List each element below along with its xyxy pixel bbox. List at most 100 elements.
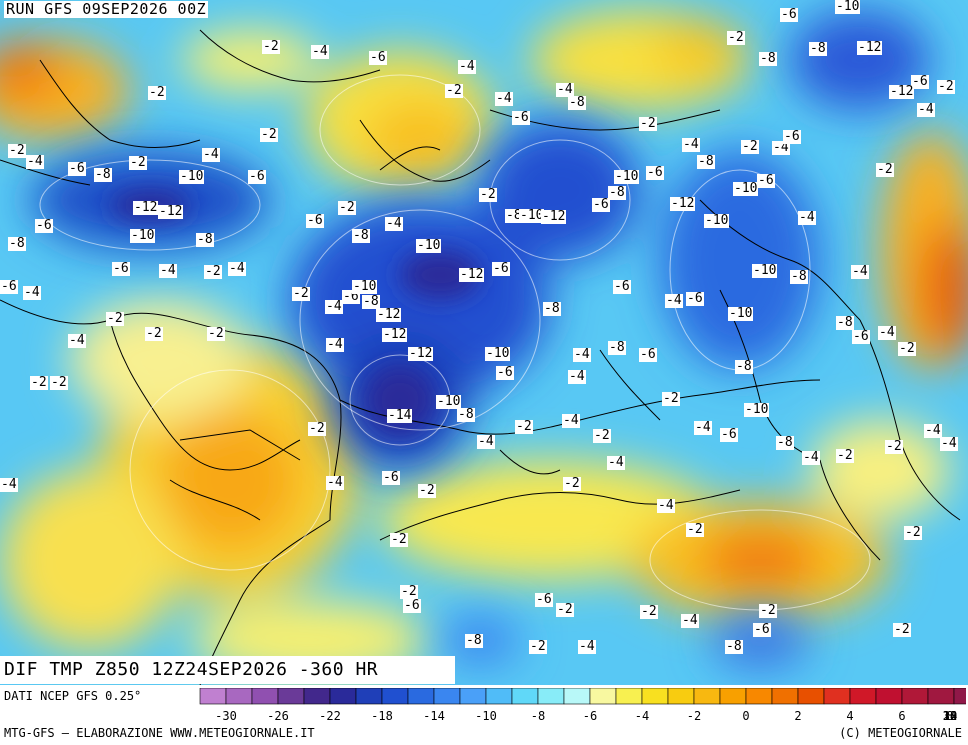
contour-label: -12 xyxy=(541,209,567,224)
colorbar-swatch xyxy=(329,688,357,705)
contour-label: -12 xyxy=(408,346,434,361)
contour-label: -6 xyxy=(783,129,801,144)
colorbar-swatch xyxy=(667,688,695,705)
contour-label: -2 xyxy=(593,428,611,443)
colorbar-tick-label: -6 xyxy=(583,709,597,723)
contour-label: -6 xyxy=(646,165,664,180)
colorbar-swatch xyxy=(459,688,487,705)
contour-label: -2 xyxy=(515,419,533,434)
contour-label: -4 xyxy=(26,154,44,169)
contour-label: -4 xyxy=(568,369,586,384)
contour-label: -10 xyxy=(752,263,778,278)
contour-label: -2 xyxy=(308,421,326,436)
contour-label: -6 xyxy=(35,218,53,233)
contour-label: -4 xyxy=(202,147,220,162)
contour-label: -12 xyxy=(670,196,696,211)
contour-label: -8 xyxy=(543,301,561,316)
colorbar-swatch xyxy=(199,688,227,705)
contour-label: -10 xyxy=(352,279,378,294)
contour-label: -10 xyxy=(436,394,462,409)
contour-label: -2 xyxy=(262,39,280,54)
colorbar-swatch xyxy=(511,688,539,705)
colorbar-swatch xyxy=(901,688,929,705)
contour-label: -8 xyxy=(8,236,26,251)
contour-label: -2 xyxy=(30,375,48,390)
contour-label: -4 xyxy=(325,299,343,314)
contour-label: -2 xyxy=(207,326,225,341)
contour-label: -6 xyxy=(403,598,421,613)
contour-label: -8 xyxy=(697,154,715,169)
contour-label: -2 xyxy=(639,116,657,131)
contour-label: -2 xyxy=(338,200,356,215)
colorbar-tick-label: 22 xyxy=(943,709,957,723)
colorbar-tick-label: -8 xyxy=(531,709,545,723)
contour-label: -4 xyxy=(228,261,246,276)
contour-label: -4 xyxy=(917,102,935,117)
contour-label: -10 xyxy=(416,238,442,253)
colorbar-tick-label: 0 xyxy=(742,709,749,723)
contour-label: -8 xyxy=(809,41,827,56)
contour-label: -6 xyxy=(613,279,631,294)
contour-label: -4 xyxy=(477,434,495,449)
contour-label: -4 xyxy=(573,347,591,362)
contour-label: -6 xyxy=(780,7,798,22)
contour-label: -2 xyxy=(50,375,68,390)
colorbar-swatch xyxy=(797,688,825,705)
contour-label: -10 xyxy=(485,346,511,361)
colorbar-swatch xyxy=(927,688,955,705)
contour-label: -6 xyxy=(382,470,400,485)
colorbar-swatch xyxy=(875,688,903,705)
contour-label: -6 xyxy=(592,197,610,212)
contour-label: -6 xyxy=(757,173,775,188)
contour-label: -6 xyxy=(369,50,387,65)
contour-label: -2 xyxy=(390,532,408,547)
contour-label: -2 xyxy=(836,448,854,463)
footer-copyright: (C) METEOGIORNALE xyxy=(839,726,962,740)
contour-label: -2 xyxy=(106,311,124,326)
contour-label: -2 xyxy=(292,286,310,301)
colorbar-tick-label: 6 xyxy=(898,709,905,723)
colorbar-swatch xyxy=(381,688,409,705)
colorbar-swatch xyxy=(563,688,591,705)
contour-label: -2 xyxy=(662,391,680,406)
contour-label: -12 xyxy=(158,204,184,219)
colorbar-tick-label: 2 xyxy=(794,709,801,723)
contour-label: -6 xyxy=(512,110,530,125)
contour-label: -2 xyxy=(418,483,436,498)
contour-label: -4 xyxy=(772,140,790,155)
colorbar-swatch xyxy=(693,688,721,705)
contour-label: -2 xyxy=(400,584,418,599)
contour-label: -2 xyxy=(204,264,222,279)
contour-label: -4 xyxy=(798,210,816,225)
colorbar-swatch xyxy=(823,688,851,705)
contour-label: -4 xyxy=(694,420,712,435)
colorbar-swatch xyxy=(953,688,966,705)
contour-label: -10 xyxy=(614,169,640,184)
colorbar-swatch xyxy=(407,688,435,705)
contour-label: -4 xyxy=(682,137,700,152)
contour-label: -8 xyxy=(352,228,370,243)
cold-core-areas xyxy=(110,190,480,435)
contour-label: -8 xyxy=(725,639,743,654)
contour-label: -6 xyxy=(112,261,130,276)
colorbar-tick-label: 4 xyxy=(846,709,853,723)
colorbar-swatch xyxy=(251,688,279,705)
variable-title: DIF TMP Z850 12Z24SEP2026 -360 HR xyxy=(0,656,455,684)
colorbar-tick-label: -26 xyxy=(267,709,289,723)
contour-label: -8 xyxy=(465,633,483,648)
contour-label: -2 xyxy=(898,341,916,356)
contour-label: -12 xyxy=(459,267,485,282)
legend-panel: DATI NCEP GFS 0.25° -30 -26 -22 -18 -14 -10 -8… xyxy=(0,685,968,745)
contour-label: -4 xyxy=(924,423,942,438)
contour-label: -6 xyxy=(911,74,929,89)
colorbar-swatch xyxy=(277,688,305,705)
contour-label: -14 xyxy=(387,408,413,423)
contour-label: -12 xyxy=(889,84,915,99)
contour-label: -8 xyxy=(608,340,626,355)
contour-label: -8 xyxy=(836,315,854,330)
contour-label: -4 xyxy=(326,337,344,352)
footer-credit: MTG-GFS – ELABORAZIONE WWW.METEOGIORNALE… xyxy=(4,726,315,740)
contour-label: -8 xyxy=(568,95,586,110)
colorbar-swatch xyxy=(849,688,877,705)
contour-label: -2 xyxy=(759,603,777,618)
